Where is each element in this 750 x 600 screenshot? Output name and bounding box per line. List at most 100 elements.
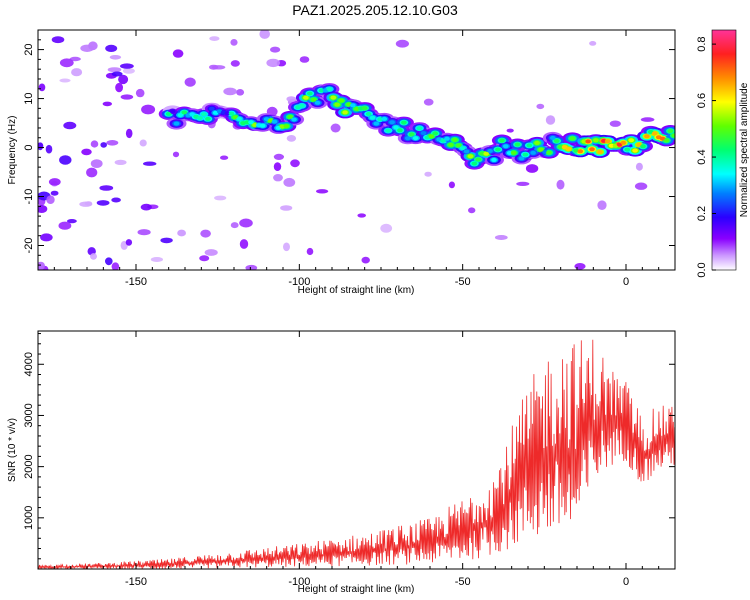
noise-blob [273, 162, 282, 172]
ridge-blob [259, 123, 266, 128]
ridge-blob [334, 102, 341, 107]
ridge-blob [201, 112, 207, 117]
ridge-blob [530, 150, 536, 155]
noise-blob [58, 221, 72, 230]
bottom-x-tick-label: -100 [288, 576, 310, 588]
ridge-blob [550, 135, 556, 140]
noise-blob [236, 89, 245, 96]
ridge-blob [169, 109, 176, 114]
noise-blob [143, 161, 157, 166]
colorbar-tick-label: 0.2 [696, 206, 708, 221]
top-x-tick-label: -150 [125, 276, 147, 288]
ridge-blob [577, 149, 584, 154]
noise-blob [199, 255, 210, 262]
ridge-blob [248, 120, 254, 125]
noise-blob [634, 182, 648, 190]
colorbar [711, 29, 737, 271]
noise-blob [102, 101, 113, 107]
noise-blob [259, 30, 270, 39]
ridge-blob [467, 154, 474, 159]
ridge-blob [287, 114, 294, 119]
noise-blob [114, 159, 127, 165]
noise-blob [71, 68, 83, 77]
ridge-blob [585, 139, 591, 144]
ridge-blob [412, 136, 419, 141]
noise-blob [273, 153, 284, 160]
noise-blob [239, 218, 253, 228]
ridge-blob [291, 117, 297, 122]
ridge-blob [307, 91, 313, 96]
snr-plot-area [38, 339, 675, 569]
noise-blob [109, 55, 122, 60]
ridge-blob [283, 124, 290, 129]
noise-blob [273, 174, 283, 182]
bottom-y-axis-label: SNR (10 * v/v) [7, 418, 18, 482]
ridge-blob [314, 100, 321, 105]
ridge-blob [628, 138, 634, 143]
ridge-blob [503, 144, 509, 149]
noise-blob [139, 139, 147, 147]
ridge-blob [624, 147, 631, 152]
ridge-blob [303, 95, 309, 100]
ridge-blob [604, 139, 611, 144]
noise-blob [640, 117, 655, 122]
noise-blob [525, 164, 539, 173]
noise-blob [38, 205, 48, 213]
noise-blob [160, 237, 173, 244]
ridge-blob [416, 126, 423, 131]
bottom-axes: -150 -100 -50 0 1000 2000 3000 4000 [23, 331, 676, 588]
noise-blob [46, 195, 55, 204]
ridge-blob [405, 136, 411, 141]
ridge-blob [444, 136, 450, 141]
bottom-x-tick-label: -50 [455, 576, 471, 588]
ridge-blob [491, 157, 497, 162]
noise-blob [79, 201, 93, 207]
noise-blob [423, 98, 434, 106]
ridge-blob [381, 116, 388, 121]
top-x-tick-label: -100 [288, 276, 310, 288]
noise-blob [286, 96, 297, 102]
ridge-blob [452, 137, 458, 142]
ridge-blob [369, 115, 376, 120]
noise-blob [141, 104, 156, 115]
ridge-blob [448, 142, 454, 147]
top-x-tick-label: -50 [455, 276, 471, 288]
noise-blob [107, 67, 122, 73]
ridge-blob [326, 87, 333, 92]
ridge-blob [408, 132, 415, 137]
ridge-blob [209, 106, 215, 111]
ridge-blob [173, 121, 180, 126]
noise-blob [536, 103, 545, 110]
noise-blob [81, 148, 92, 156]
ridge-blob [663, 138, 670, 143]
ridge-blob [565, 147, 572, 151]
noise-blob [316, 189, 329, 194]
noise-blob [266, 58, 281, 68]
ridge-blob [514, 142, 521, 147]
bottom-x-axis-label: Height of straight line (km) [298, 584, 415, 595]
bottom-y-tick-label: 4000 [23, 352, 35, 376]
noise-blob [40, 233, 53, 242]
noise-blob [120, 94, 134, 100]
noise-blob [223, 87, 237, 96]
noise-blob [63, 121, 77, 130]
ridge-blob [483, 151, 490, 156]
ridge-blob [299, 103, 305, 108]
noise-blob [90, 159, 103, 169]
ridge-blob [385, 128, 392, 133]
noise-blob [150, 257, 163, 262]
noise-blob [286, 135, 297, 142]
ridge-blob [471, 161, 478, 166]
ridge-blob [593, 138, 599, 143]
ridge-blob [538, 147, 544, 152]
noise-blob [140, 203, 152, 211]
colorbar-axis: 0.0 0.2 0.4 0.6 0.8 [696, 36, 716, 278]
noise-blob [111, 71, 123, 77]
noise-blob [59, 78, 71, 83]
top-y-tick-label: 10 [23, 92, 35, 104]
ridge-blob [432, 131, 439, 136]
noise-blob [96, 200, 110, 206]
noise-blob [99, 185, 114, 191]
noise-blob [306, 247, 314, 256]
